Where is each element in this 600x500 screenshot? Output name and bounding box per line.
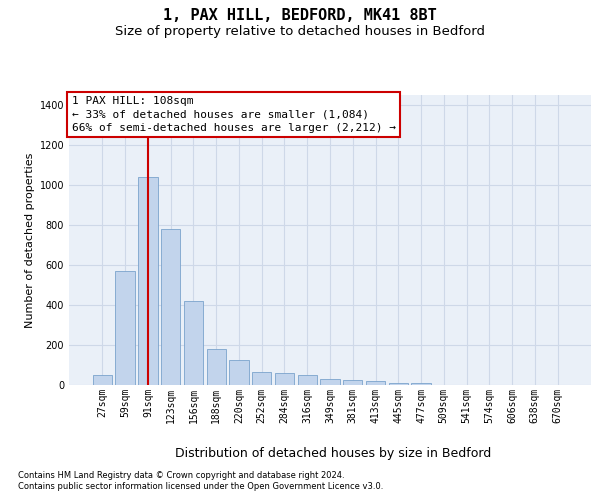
Bar [389,383,408,385]
Text: 1, PAX HILL, BEDFORD, MK41 8BT: 1, PAX HILL, BEDFORD, MK41 8BT [163,8,437,22]
Bar [343,380,362,385]
Bar [184,301,203,385]
Text: Contains public sector information licensed under the Open Government Licence v3: Contains public sector information licen… [18,482,383,491]
Bar [252,372,271,385]
Bar [298,375,317,385]
Bar [366,381,385,385]
Text: Size of property relative to detached houses in Bedford: Size of property relative to detached ho… [115,25,485,38]
Bar [275,373,294,385]
Bar [229,360,248,385]
Bar [320,379,340,385]
Bar [138,177,158,385]
Bar [93,375,112,385]
Text: 1 PAX HILL: 108sqm
← 33% of detached houses are smaller (1,084)
66% of semi-deta: 1 PAX HILL: 108sqm ← 33% of detached hou… [71,96,395,133]
Bar [115,271,135,385]
Bar [412,384,431,385]
Text: Distribution of detached houses by size in Bedford: Distribution of detached houses by size … [175,448,491,460]
Y-axis label: Number of detached properties: Number of detached properties [25,152,35,328]
Text: Contains HM Land Registry data © Crown copyright and database right 2024.: Contains HM Land Registry data © Crown c… [18,471,344,480]
Bar [206,349,226,385]
Bar [161,229,181,385]
